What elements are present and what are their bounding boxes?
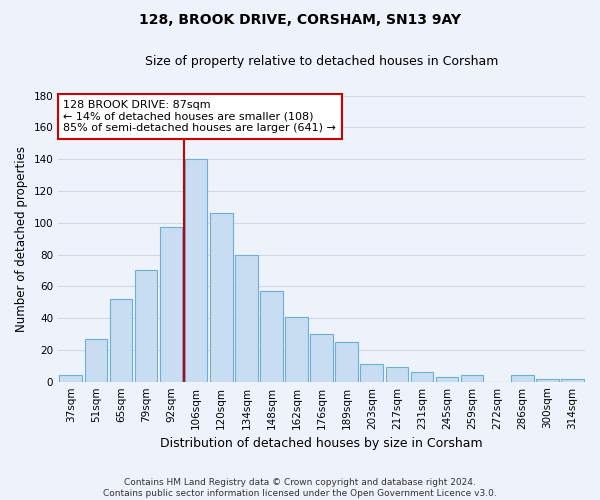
Title: Size of property relative to detached houses in Corsham: Size of property relative to detached ho… [145, 55, 498, 68]
Bar [310, 334, 333, 382]
Bar [260, 291, 283, 382]
Bar [285, 316, 308, 382]
Y-axis label: Number of detached properties: Number of detached properties [15, 146, 28, 332]
Bar [361, 364, 383, 382]
Bar [134, 270, 157, 382]
Bar [235, 254, 257, 382]
Bar [110, 299, 132, 382]
Bar [335, 342, 358, 382]
Bar [185, 159, 208, 382]
Bar [210, 213, 233, 382]
Bar [410, 372, 433, 382]
Bar [85, 339, 107, 382]
Text: Contains HM Land Registry data © Crown copyright and database right 2024.
Contai: Contains HM Land Registry data © Crown c… [103, 478, 497, 498]
Bar [386, 368, 408, 382]
Bar [59, 376, 82, 382]
Text: 128, BROOK DRIVE, CORSHAM, SN13 9AY: 128, BROOK DRIVE, CORSHAM, SN13 9AY [139, 12, 461, 26]
Bar [536, 378, 559, 382]
Bar [436, 377, 458, 382]
Bar [561, 378, 584, 382]
X-axis label: Distribution of detached houses by size in Corsham: Distribution of detached houses by size … [160, 437, 483, 450]
Bar [160, 228, 182, 382]
Text: 128 BROOK DRIVE: 87sqm
← 14% of detached houses are smaller (108)
85% of semi-de: 128 BROOK DRIVE: 87sqm ← 14% of detached… [64, 100, 337, 133]
Bar [511, 376, 533, 382]
Bar [461, 376, 484, 382]
